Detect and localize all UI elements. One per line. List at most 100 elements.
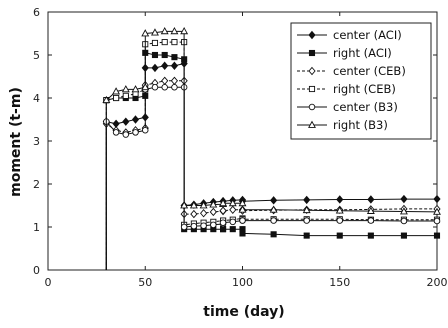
data-point-marker bbox=[171, 39, 178, 46]
data-point-marker bbox=[229, 205, 237, 214]
data-point-marker bbox=[141, 82, 150, 91]
data-point-marker bbox=[399, 207, 408, 215]
y-axis-title: moment (t-m) bbox=[8, 87, 24, 197]
data-point-marker bbox=[209, 207, 217, 217]
legend-entry: center (B3) bbox=[297, 100, 398, 114]
data-point-marker bbox=[238, 205, 247, 213]
data-point-marker bbox=[161, 39, 168, 46]
data-point-marker bbox=[433, 207, 441, 215]
y-tick-label: 3 bbox=[33, 135, 40, 148]
data-point-marker bbox=[131, 85, 140, 93]
x-tick-label: 50 bbox=[138, 276, 152, 289]
y-tick-label: 2 bbox=[33, 178, 40, 191]
legend-label: right (CEB) bbox=[333, 82, 396, 96]
data-point-marker bbox=[308, 49, 316, 57]
data-point-marker bbox=[270, 231, 277, 238]
x-tick-label: 100 bbox=[232, 276, 253, 289]
data-point-marker bbox=[200, 209, 208, 218]
legend-entry: center (ACI) bbox=[297, 28, 402, 42]
y-tick-label: 5 bbox=[33, 49, 40, 62]
data-point-marker bbox=[122, 117, 130, 126]
data-point-marker bbox=[335, 206, 344, 214]
data-point-marker bbox=[141, 29, 150, 37]
data-point-marker bbox=[219, 206, 227, 215]
data-point-marker bbox=[113, 94, 120, 102]
data-point-marker bbox=[400, 217, 408, 225]
legend-label: center (ACI) bbox=[333, 28, 402, 42]
data-point-marker bbox=[367, 217, 375, 224]
data-point-marker bbox=[180, 223, 188, 231]
data-point-marker bbox=[303, 195, 311, 205]
data-point-marker bbox=[190, 222, 198, 230]
data-series bbox=[102, 27, 441, 270]
data-point-marker bbox=[171, 83, 178, 91]
data-point-marker bbox=[367, 195, 375, 204]
data-point-marker bbox=[180, 27, 189, 35]
data-point-marker bbox=[132, 129, 139, 136]
legend-label: center (B3) bbox=[333, 100, 398, 114]
data-point-marker bbox=[102, 95, 111, 104]
data-point-marker bbox=[170, 61, 179, 70]
data-point-marker bbox=[199, 201, 208, 209]
data-point-marker bbox=[122, 92, 129, 99]
data-point-marker bbox=[229, 218, 237, 226]
data-point-marker bbox=[308, 120, 316, 128]
data-point-marker bbox=[270, 196, 278, 205]
x-tick-label: 200 bbox=[427, 276, 448, 289]
data-point-marker bbox=[131, 115, 140, 124]
data-point-marker bbox=[433, 194, 441, 204]
legend-entry: right (ACI) bbox=[297, 46, 392, 60]
data-point-marker bbox=[302, 205, 311, 214]
data-point-marker bbox=[112, 129, 120, 136]
data-point-marker bbox=[229, 226, 236, 233]
data-point-marker bbox=[151, 39, 159, 47]
x-axis-title: time (day) bbox=[203, 304, 284, 320]
legend-label: right (ACI) bbox=[333, 46, 392, 60]
legend: center (ACI) right (ACI) center (CEB) right… bbox=[290, 22, 432, 140]
data-point-marker bbox=[210, 221, 217, 229]
data-point-marker bbox=[366, 206, 375, 214]
data-point-marker bbox=[141, 126, 149, 134]
legend-label: right (B3) bbox=[333, 118, 388, 132]
data-point-marker bbox=[112, 87, 121, 95]
data-point-marker bbox=[161, 83, 168, 91]
data-point-marker bbox=[433, 232, 441, 239]
data-point-marker bbox=[170, 76, 179, 85]
data-point-marker bbox=[219, 199, 228, 207]
y-tick-label: 4 bbox=[33, 92, 40, 105]
data-point-marker bbox=[189, 201, 198, 209]
data-point-marker bbox=[180, 201, 189, 209]
data-point-marker bbox=[200, 222, 207, 229]
data-point-marker bbox=[161, 51, 168, 59]
data-point-marker bbox=[151, 51, 159, 59]
x-tick-label: 0 bbox=[45, 276, 52, 289]
data-point-marker bbox=[171, 54, 178, 61]
data-point-marker bbox=[239, 217, 246, 224]
x-tick-label: 150 bbox=[329, 276, 350, 289]
series-6 bbox=[102, 27, 441, 270]
data-point-marker bbox=[303, 217, 310, 224]
data-point-marker bbox=[400, 194, 408, 204]
data-point-marker bbox=[161, 61, 169, 70]
axis-ticks: 0 50 100 150 200 0 1 2 3 4 5 6 bbox=[33, 6, 448, 289]
data-point-marker bbox=[122, 131, 130, 138]
data-point-marker bbox=[151, 63, 159, 73]
data-point-marker bbox=[308, 66, 316, 76]
y-tick-label: 0 bbox=[33, 264, 40, 277]
data-point-marker bbox=[219, 226, 227, 233]
data-point-marker bbox=[151, 28, 159, 36]
data-point-marker bbox=[308, 30, 316, 40]
data-point-marker bbox=[170, 27, 179, 35]
data-point-marker bbox=[303, 232, 310, 239]
data-point-marker bbox=[367, 232, 374, 239]
data-point-marker bbox=[270, 217, 277, 224]
data-point-marker bbox=[336, 232, 343, 239]
data-point-marker bbox=[151, 83, 159, 91]
data-point-marker bbox=[190, 209, 198, 219]
data-point-marker bbox=[160, 27, 169, 35]
data-point-marker bbox=[228, 199, 237, 207]
y-tick-label: 1 bbox=[33, 221, 40, 234]
series-5 bbox=[103, 83, 441, 270]
data-point-marker bbox=[400, 232, 407, 239]
